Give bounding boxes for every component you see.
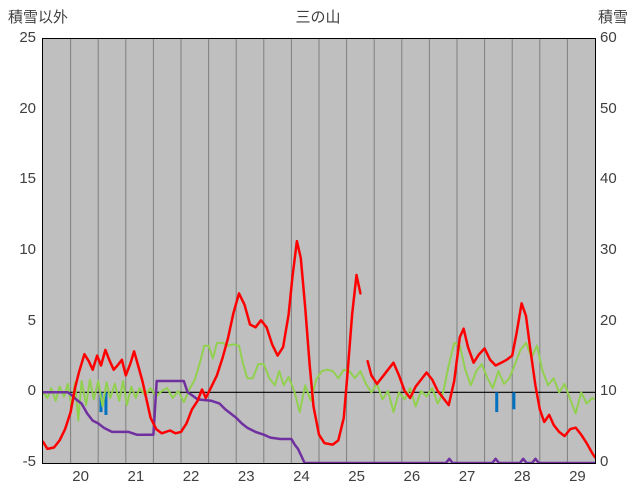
purple-series-line xyxy=(43,379,595,463)
y-right-tick-label: 20 xyxy=(600,311,617,329)
x-tick-label: 22 xyxy=(182,468,200,485)
x-tick-label: 25 xyxy=(348,468,365,485)
x-tick-label: 26 xyxy=(403,468,421,485)
x-tick-label: 29 xyxy=(569,468,586,485)
x-tick-label: 28 xyxy=(513,468,531,485)
x-tick-label: 27 xyxy=(458,468,476,485)
x-tick-label: 21 xyxy=(127,468,145,485)
red-series-line xyxy=(43,239,362,451)
y-left-tick-label: 0 xyxy=(27,382,36,400)
blue-bars xyxy=(104,392,108,415)
y-left-tick-label: 20 xyxy=(19,99,36,117)
y-right-tick-label: 30 xyxy=(600,241,617,258)
left-axis-title: 積雪以外 xyxy=(8,9,69,26)
y-right-tick-label: 40 xyxy=(600,170,617,188)
y-left-tick-label: 10 xyxy=(19,241,36,258)
x-tick-label: 20 xyxy=(72,468,89,485)
x-tick-label: 23 xyxy=(237,468,255,485)
y-right-tick-label: 60 xyxy=(600,29,617,46)
red-series-line xyxy=(366,302,595,459)
right-axis-title: 積雪 xyxy=(597,9,628,26)
blue-bars xyxy=(495,392,499,413)
y-left-tick-label: 5 xyxy=(27,311,36,329)
y-right-tick-label: 0 xyxy=(600,453,609,470)
y-right-tick-label: 50 xyxy=(600,99,617,117)
blue-bars xyxy=(512,392,516,410)
y-left-tick-label: -5 xyxy=(22,453,36,470)
y-right-tick-label: 10 xyxy=(600,382,617,400)
y-left-tick-label: 25 xyxy=(19,29,36,46)
chart-title: 三の山 xyxy=(295,9,341,26)
chart-svg xyxy=(43,39,595,463)
plot-area xyxy=(42,38,596,464)
green-series-line xyxy=(43,341,595,422)
y-left-tick-label: 15 xyxy=(19,170,36,188)
x-tick-label: 24 xyxy=(293,468,310,485)
